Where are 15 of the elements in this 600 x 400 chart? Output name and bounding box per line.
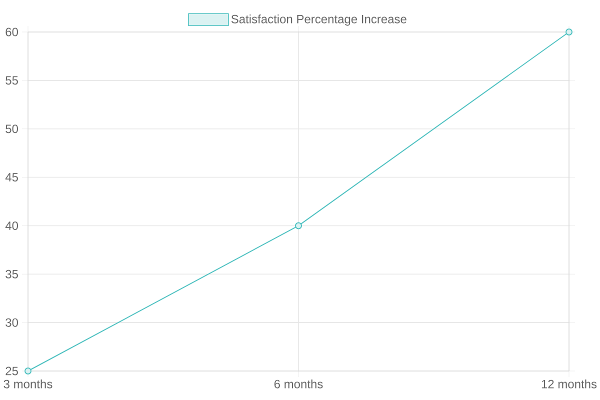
x-tick-label: 12 months bbox=[542, 380, 597, 388]
x-tick-label: 6 months bbox=[274, 380, 323, 388]
y-tick-label: 60 bbox=[6, 28, 18, 36]
y-tick-label: 50 bbox=[6, 124, 18, 134]
y-tick-label: 55 bbox=[6, 76, 18, 85]
point bbox=[24, 368, 32, 374]
legend-label: Satisfaction Percentage Increase bbox=[231, 14, 406, 26]
y-tick-label: 40 bbox=[5, 221, 18, 230]
y-tick-label: 30 bbox=[6, 318, 18, 327]
x-tick-label: 3 months bbox=[4, 380, 52, 388]
y-tick-label: 35 bbox=[6, 270, 18, 278]
y-tick-label: 45 bbox=[5, 173, 18, 182]
y-tick-label: 25 bbox=[6, 366, 18, 376]
point bbox=[295, 222, 302, 230]
point bbox=[566, 28, 573, 36]
